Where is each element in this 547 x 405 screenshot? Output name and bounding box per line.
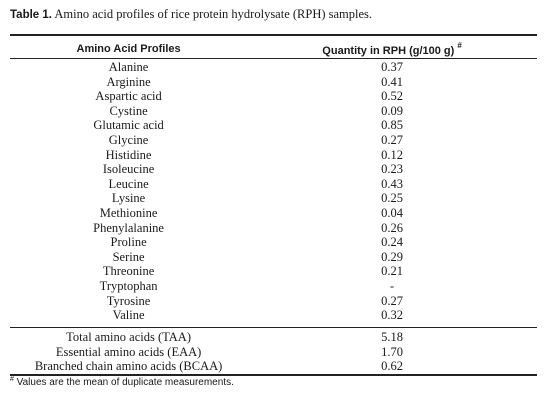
table-row: Tyrosine 0.27 <box>10 294 537 309</box>
row-value: 0.12 <box>381 147 403 162</box>
table-caption: Table 1. Amino acid profiles of rice pro… <box>10 7 372 22</box>
row-value: 0.24 <box>381 235 403 250</box>
table-row: Lysine 0.25 <box>10 191 537 206</box>
amino-acid-table: Alanine 0.37 Arginine 0.41 Aspartic acid 0.52… <box>10 60 537 323</box>
table-row: Glycine 0.27 <box>10 133 537 148</box>
row-value: 0.26 <box>381 220 403 235</box>
row-value: 0.29 <box>381 249 403 264</box>
row-name: Arginine <box>106 74 151 89</box>
table-footnote: # Values are the mean of duplicate measu… <box>10 376 234 388</box>
amino-acid-rows: Alanine 0.37 Arginine 0.41 Aspartic acid 0.52… <box>10 60 537 323</box>
table-label: Table 1. <box>10 9 52 21</box>
table-row: Cystine 0.09 <box>10 104 537 119</box>
row-value: 0.09 <box>381 103 403 118</box>
header-quantity-label: Quantity in RPH (g/100 g) <box>322 45 455 57</box>
table-row: Aspartic acid 0.52 <box>10 89 537 104</box>
row-value: 0.52 <box>381 89 403 104</box>
footnote-text: Values are the mean of duplicate measure… <box>13 377 234 388</box>
header-quantity: Quantity in RPH (g/100 g) # <box>247 36 537 61</box>
table-header: Amino Acid Profiles Quantity in RPH (g/1… <box>10 36 537 61</box>
header-row: Amino Acid Profiles Quantity in RPH (g/1… <box>10 36 537 61</box>
row-value: 0.32 <box>381 308 403 323</box>
row-name: Valine <box>112 308 145 323</box>
row-value: 0.37 <box>381 60 403 74</box>
row-name: Branched chain amino acids (BCAA) <box>34 359 223 374</box>
row-value: 0.25 <box>381 191 403 206</box>
row-name: Isoleucine <box>102 162 155 177</box>
row-value: 0.85 <box>381 118 403 133</box>
row-name: Glycine <box>108 132 149 147</box>
row-value: 0.62 <box>381 359 403 374</box>
row-name: Leucine <box>108 176 149 191</box>
row-name: Aspartic acid <box>95 89 162 104</box>
table-row: Tryptophan - <box>10 279 537 294</box>
table-row: Arginine 0.41 <box>10 75 537 90</box>
row-value: 0.23 <box>381 162 403 177</box>
row-value: - <box>389 278 395 293</box>
row-name: Methionine <box>99 205 158 220</box>
row-value: 0.21 <box>381 264 403 279</box>
row-name: Histidine <box>105 147 152 162</box>
row-name: Proline <box>110 235 147 250</box>
table-row: Branched chain amino acids (BCAA) 0.62 <box>10 359 537 374</box>
table-row: Essential amino acids (EAA) 1.70 <box>10 345 537 360</box>
table-row: Isoleucine 0.23 <box>10 162 537 177</box>
row-name: Alanine <box>108 60 149 74</box>
table-row: Phenylalanine 0.26 <box>10 221 537 236</box>
table-row: Alanine 0.37 <box>10 60 537 75</box>
row-value: 0.43 <box>381 176 403 191</box>
row-name: Glutamic acid <box>93 118 164 133</box>
row-name: Cystine <box>109 103 148 118</box>
row-name: Total amino acids (TAA) <box>66 330 191 344</box>
row-value: 0.27 <box>381 293 403 308</box>
row-value: 0.41 <box>381 74 403 89</box>
row-value: 0.04 <box>381 205 403 220</box>
table-row: Threonine 0.21 <box>10 264 537 279</box>
table-row: Glutamic acid 0.85 <box>10 118 537 133</box>
totals-rows: Total amino acids (TAA) 5.18 Essential ami… <box>10 330 537 374</box>
top-rule <box>10 34 537 36</box>
footnote-mark: # <box>10 376 14 383</box>
row-name: Tyrosine <box>106 293 151 308</box>
row-value: 0.27 <box>381 132 403 147</box>
row-name: Tryptophan <box>99 278 158 293</box>
row-name: Phenylalanine <box>93 220 164 235</box>
table-row: Methionine 0.04 <box>10 206 537 221</box>
row-name: Lysine <box>111 191 146 206</box>
header-amino-acid: Amino Acid Profiles <box>76 42 181 55</box>
header-quantity-mark: # <box>457 41 462 50</box>
row-name: Serine <box>112 249 145 264</box>
table-caption-text: Amino acid profiles of rice protein hydr… <box>51 7 373 21</box>
table-row: Valine 0.32 <box>10 308 537 323</box>
totals-rule <box>10 327 537 328</box>
row-name: Threonine <box>102 264 155 279</box>
table-row: Proline 0.24 <box>10 235 537 250</box>
table-row: Total amino acids (TAA) 5.18 <box>10 330 537 345</box>
table-row: Leucine 0.43 <box>10 177 537 192</box>
table-row: Serine 0.29 <box>10 250 537 265</box>
row-name: Essential amino acids (EAA) <box>55 344 202 359</box>
row-value: 1.70 <box>381 344 403 359</box>
bottom-rule <box>10 374 537 376</box>
header-rule <box>10 58 537 59</box>
totals-table: Total amino acids (TAA) 5.18 Essential ami… <box>10 330 537 374</box>
row-value: 5.18 <box>381 330 403 344</box>
table-row: Histidine 0.12 <box>10 148 537 163</box>
